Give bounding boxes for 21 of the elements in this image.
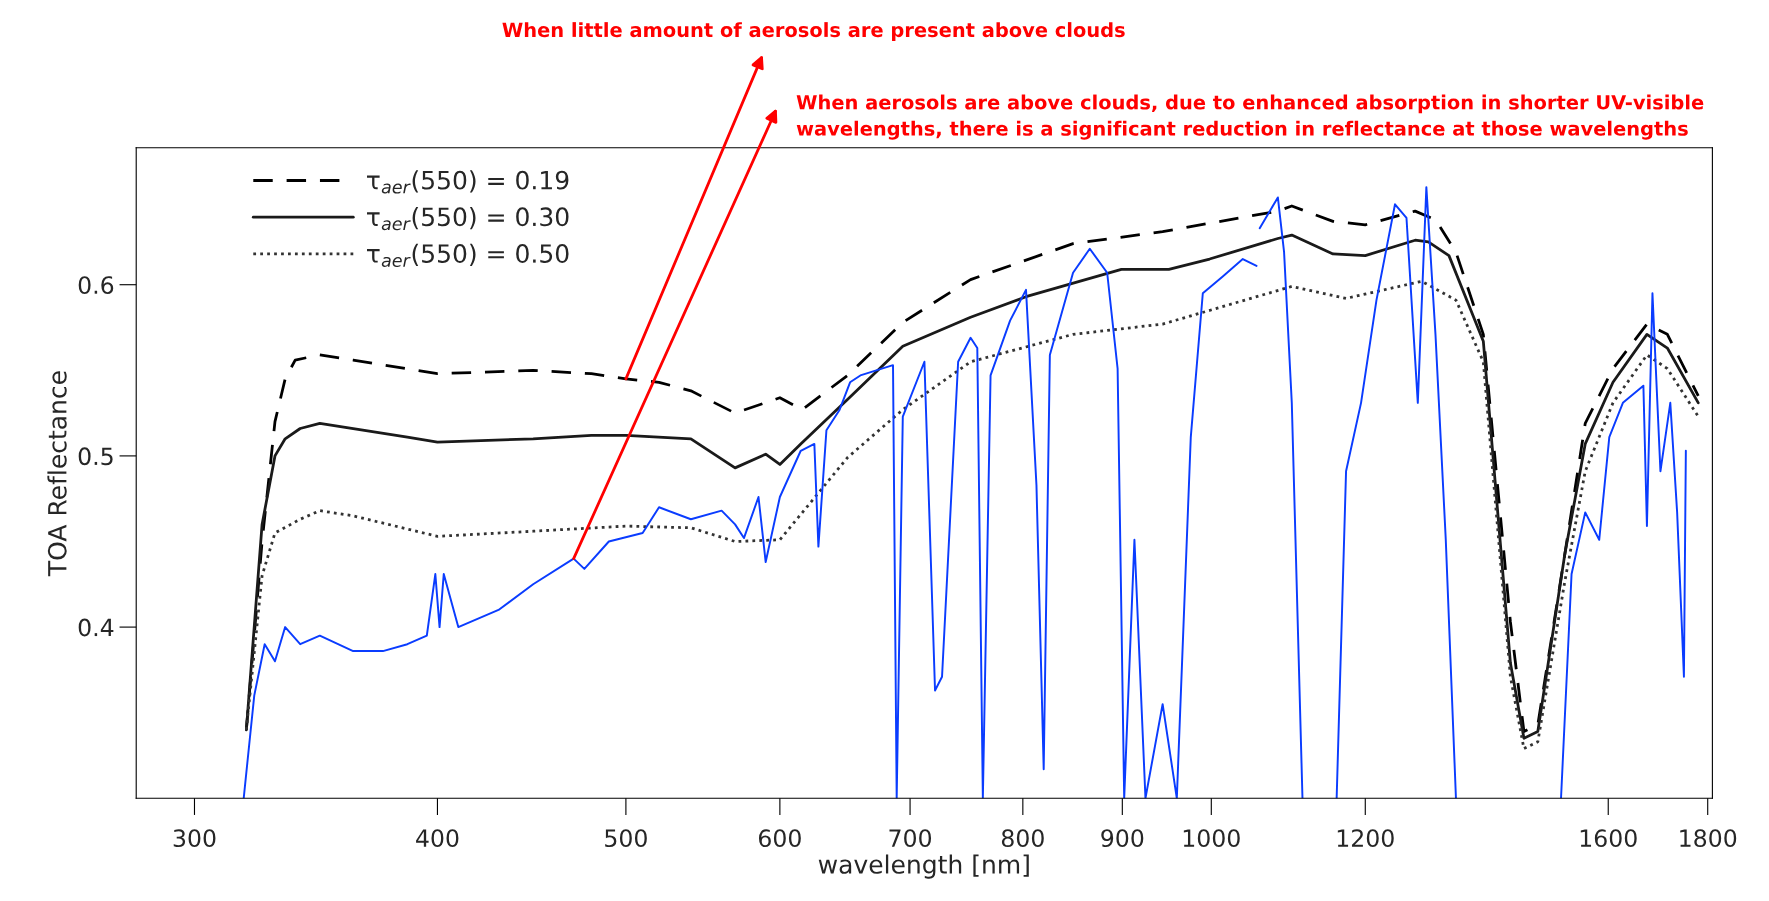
x-tick-label: 1600 <box>1580 829 1637 848</box>
y-tick-label: 0.5 <box>78 447 113 466</box>
legend-label: τ$_{aer}$(550) = 0.19 <box>367 170 569 194</box>
annotation: When little amount of aerosols are present above clouds <box>502 22 1125 41</box>
x-tick-label: 900 <box>1101 829 1144 848</box>
x-tick-label: 1800 <box>1680 829 1737 848</box>
legend-label: τ$_{aer}$(550) = 0.50 <box>367 243 569 267</box>
x-tick-label: 500 <box>605 829 647 848</box>
x-tick-label: 1000 <box>1183 829 1240 848</box>
x-tick-label: 600 <box>758 829 801 848</box>
x-tick-label: 700 <box>889 829 932 848</box>
x-tick-label: 300 <box>173 829 216 848</box>
x-axis-title: wavelength [nm] <box>818 854 1029 879</box>
x-tick-label: 1200 <box>1337 829 1394 848</box>
y-tick-label: 0.4 <box>78 618 114 637</box>
x-tick-label: 800 <box>1001 829 1044 848</box>
annotation: When aerosols are above clouds, due to enhanced absorption in shorter UV-visible wavelengths, there is a significant reduction in reflectance at those wavelengths <box>796 94 1704 140</box>
y-tick-label: 0.6 <box>78 276 114 295</box>
legend-label: τ$_{aer}$(550) = 0.30 <box>367 206 569 231</box>
x-tick-label: 400 <box>416 829 459 848</box>
y-axis-title: TOA Reflectance <box>47 371 67 577</box>
